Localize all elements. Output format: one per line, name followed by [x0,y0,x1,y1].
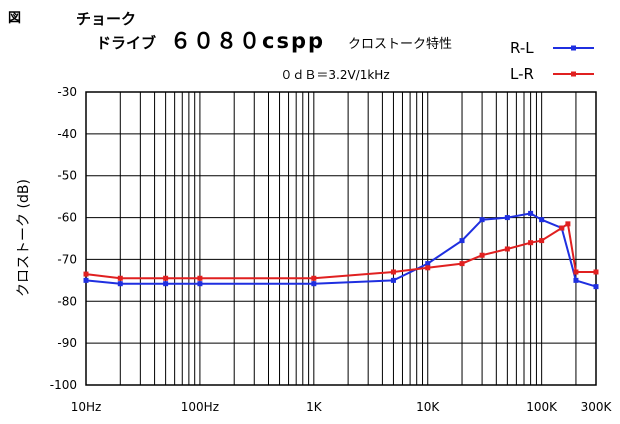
legend-marker-l-r [571,71,576,77]
data-point-l-r [479,252,485,258]
plot-frame [85,91,597,386]
legend-label-l-r: L-R [510,65,534,83]
x-tick-label: 10Hz [71,400,102,414]
data-point-r-l [479,217,485,223]
data-point-r-l [528,210,534,216]
data-point-r-l [163,281,169,287]
data-point-l-r [573,269,579,275]
data-point-l-r [565,221,571,227]
title-line2-prefix: ドライブ [96,34,156,52]
data-point-r-l [573,277,579,283]
data-point-r-l [197,281,203,287]
data-point-r-l [459,238,465,244]
data-point-l-r [311,275,317,281]
data-point-r-l [425,261,431,267]
y-tick-label: -30 [57,85,77,99]
data-point-r-l [311,281,317,287]
x-tick-label: 300K [581,400,613,414]
data-point-r-l [117,281,123,287]
y-tick-label: -80 [57,294,77,308]
legend-label-r-l: R-L [510,39,534,57]
data-point-l-r [390,269,396,275]
data-point-r-l [504,215,510,221]
data-point-l-r [504,246,510,252]
legend-marker-r-l [571,45,576,51]
title-line1: チョーク [76,10,136,28]
x-tick-label: 100K [526,400,558,414]
data-point-l-r [539,238,545,244]
y-tick-label: -50 [57,169,77,183]
y-tick-label: -40 [57,127,77,141]
title-line2-model: ６０８０cspp [170,29,325,53]
data-point-r-l [390,277,396,283]
reference-label: ０ｄＢ＝3.2V/1kHz [280,68,389,82]
data-point-r-l [593,284,599,290]
data-point-r-l [539,217,545,223]
y-tick-label: -70 [57,252,77,266]
y-tick-label: -100 [50,378,77,392]
data-point-l-r [425,265,431,271]
data-point-r-l [83,277,89,283]
data-point-l-r [559,225,565,231]
data-point-l-r [593,269,599,275]
data-point-l-r [197,275,203,281]
x-tick-label: 10K [416,400,440,414]
legend: R-L L-R [510,39,594,83]
y-tick-label: -60 [57,211,77,225]
y-tick-label: -90 [57,336,77,350]
x-tick-label: 1K [306,400,323,414]
x-tick-label: 100Hz [181,400,219,414]
data-point-l-r [83,271,89,277]
data-point-l-r [117,275,123,281]
y-axis-label: クロストーク (dB) [16,179,32,297]
data-point-l-r [528,240,534,246]
data-point-l-r [163,275,169,281]
title-line2-suffix: クロストーク特性 [348,37,452,52]
series-line-l-r [85,222,596,280]
data-point-l-r [459,261,465,267]
plot-background [86,92,596,385]
plot-area: -30 -40 -50 -60 -70 -80 -90 -100 10Hz 100Hz 1K 10K 1… [50,85,613,414]
figure-label: 図 [8,11,21,26]
